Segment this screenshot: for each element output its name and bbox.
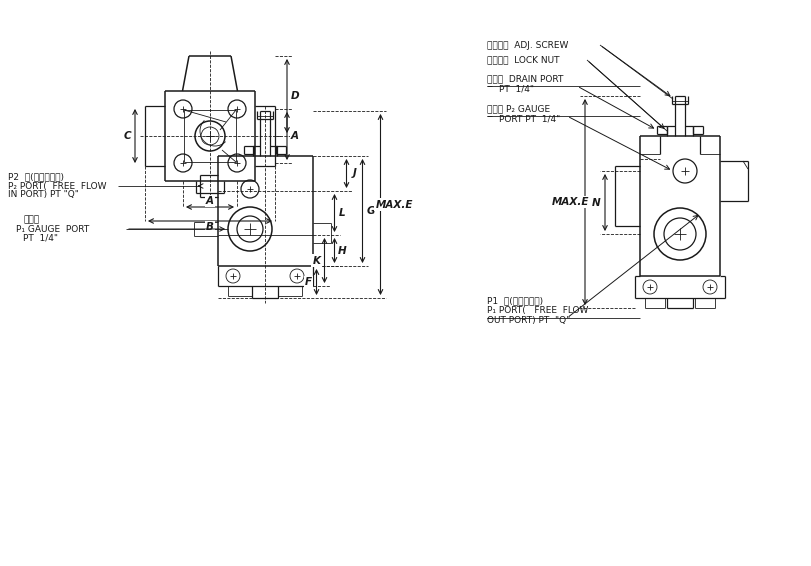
Text: C: C xyxy=(123,131,131,141)
Text: B: B xyxy=(206,222,214,232)
Text: G: G xyxy=(367,206,375,216)
Text: PT  1/4": PT 1/4" xyxy=(499,84,534,93)
Text: A: A xyxy=(291,131,299,141)
Text: H: H xyxy=(338,246,347,255)
Text: IN PORT) PT "Q": IN PORT) PT "Q" xyxy=(8,191,79,199)
Text: 淺流口  DRAIN PORT: 淺流口 DRAIN PORT xyxy=(487,75,564,84)
Text: P₁ GAUGE  PORT: P₁ GAUGE PORT xyxy=(16,225,89,234)
Text: MAX.E: MAX.E xyxy=(375,199,414,209)
Text: J: J xyxy=(353,169,357,178)
Text: P2  口(自由流入口): P2 口(自由流入口) xyxy=(8,173,64,182)
Text: 測壓口 P₂ GAUGE: 測壓口 P₂ GAUGE xyxy=(487,105,550,114)
Text: A: A xyxy=(206,196,214,206)
Text: 固定螺帽  LOCK NUT: 固定螺帽 LOCK NUT xyxy=(487,55,560,65)
Text: 調節螺絲  ADJ. SCREW: 調節螺絲 ADJ. SCREW xyxy=(487,41,569,49)
Text: P₂ PORT(  FREE  FLOW: P₂ PORT( FREE FLOW xyxy=(8,182,106,191)
Text: D: D xyxy=(290,91,299,101)
Text: P1  口(自由流入口): P1 口(自由流入口) xyxy=(487,297,543,306)
Text: PT  1/4": PT 1/4" xyxy=(23,234,58,242)
Text: F: F xyxy=(305,277,312,287)
Text: 測壓口: 測壓口 xyxy=(23,216,39,225)
Text: P₁ PORT(   FREE  FLOW: P₁ PORT( FREE FLOW xyxy=(487,307,588,315)
Text: L: L xyxy=(339,208,345,218)
Text: MAX.E: MAX.E xyxy=(552,197,590,207)
Text: N: N xyxy=(592,198,600,208)
Text: OUT PORT) PT  "Q": OUT PORT) PT "Q" xyxy=(487,316,570,325)
Text: K: K xyxy=(312,255,320,265)
Text: PORT PT  1/4": PORT PT 1/4" xyxy=(499,114,560,123)
